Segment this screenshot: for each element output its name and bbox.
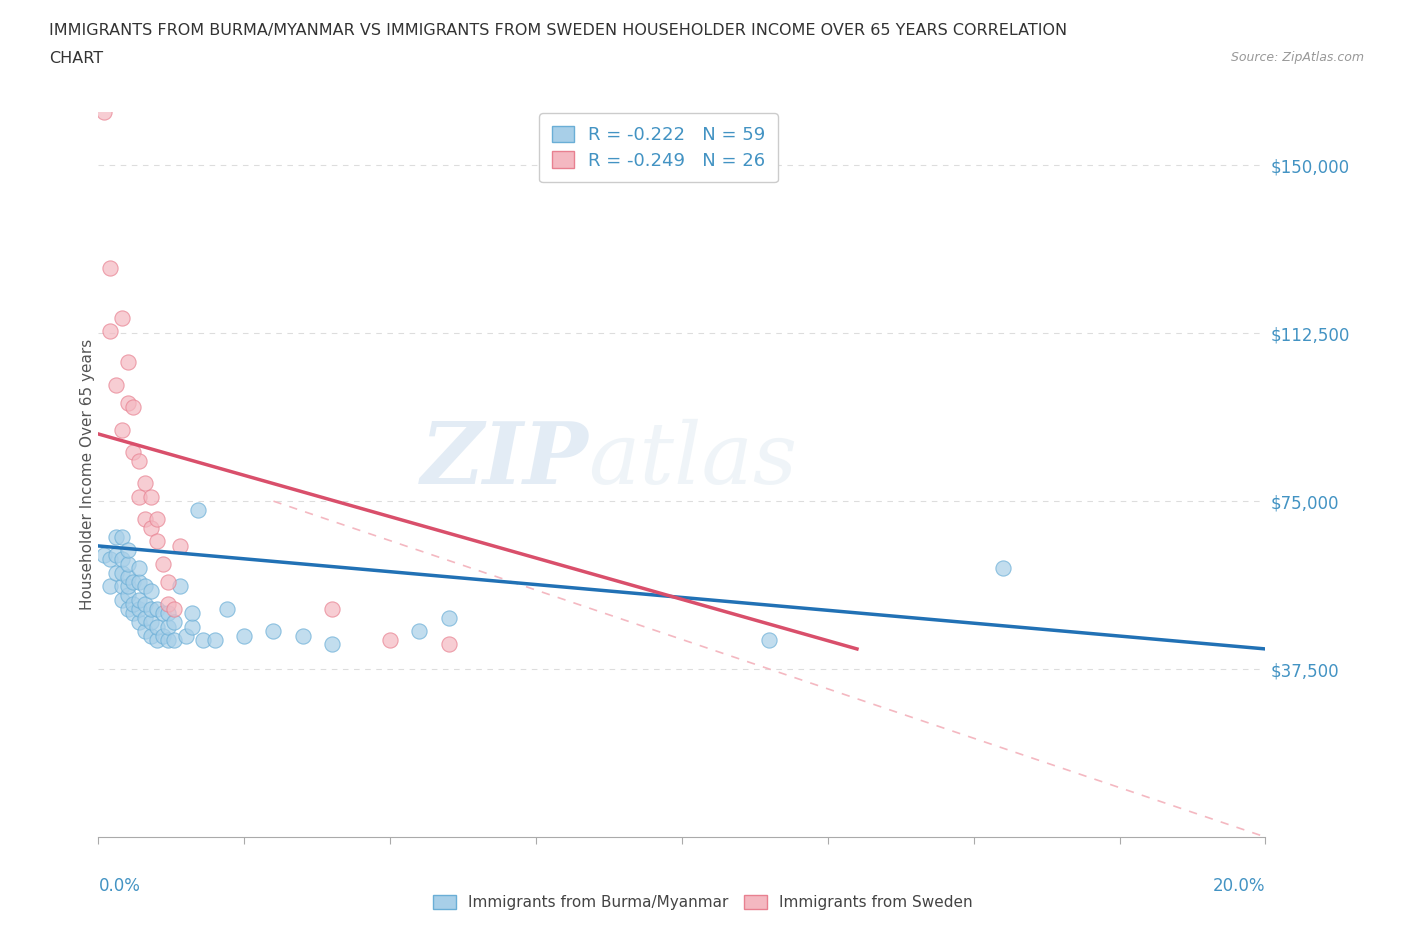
Point <box>321 601 343 616</box>
Point <box>111 551 134 566</box>
Point <box>163 601 186 616</box>
Point <box>122 605 145 620</box>
Point <box>117 601 139 616</box>
Point <box>233 628 256 643</box>
Point <box>169 538 191 553</box>
Point <box>117 395 139 410</box>
Point <box>117 543 139 558</box>
Point <box>122 575 145 590</box>
Point <box>117 578 139 593</box>
Point <box>111 592 134 607</box>
Point <box>262 624 284 639</box>
Point <box>174 628 197 643</box>
Point <box>122 597 145 612</box>
Point <box>134 512 156 526</box>
Point <box>98 324 121 339</box>
Legend: R = -0.222   N = 59, R = -0.249   N = 26: R = -0.222 N = 59, R = -0.249 N = 26 <box>540 113 778 182</box>
Point <box>117 570 139 585</box>
Point <box>146 632 169 647</box>
Point <box>157 619 180 634</box>
Text: ZIP: ZIP <box>420 418 589 501</box>
Point <box>117 588 139 603</box>
Point <box>134 597 156 612</box>
Point <box>991 561 1014 576</box>
Point <box>215 601 238 616</box>
Point <box>204 632 226 647</box>
Point <box>128 575 150 590</box>
Point <box>104 378 127 392</box>
Point <box>122 400 145 415</box>
Text: atlas: atlas <box>589 418 797 501</box>
Text: CHART: CHART <box>49 51 103 66</box>
Point <box>104 529 127 544</box>
Point <box>98 578 121 593</box>
Point <box>152 628 174 643</box>
Point <box>380 632 402 647</box>
Point <box>157 605 180 620</box>
Point <box>111 422 134 437</box>
Point <box>152 556 174 571</box>
Point <box>122 445 145 459</box>
Point <box>187 503 209 518</box>
Point <box>139 521 162 536</box>
Text: 20.0%: 20.0% <box>1213 877 1265 895</box>
Point <box>437 610 460 625</box>
Point <box>128 561 150 576</box>
Point <box>134 476 156 491</box>
Point <box>152 605 174 620</box>
Point <box>157 575 180 590</box>
Point <box>139 489 162 504</box>
Point <box>180 619 202 634</box>
Text: Source: ZipAtlas.com: Source: ZipAtlas.com <box>1230 51 1364 64</box>
Point <box>146 534 169 549</box>
Text: IMMIGRANTS FROM BURMA/MYANMAR VS IMMIGRANTS FROM SWEDEN HOUSEHOLDER INCOME OVER : IMMIGRANTS FROM BURMA/MYANMAR VS IMMIGRA… <box>49 23 1067 38</box>
Point <box>146 601 169 616</box>
Point <box>146 619 169 634</box>
Point <box>93 548 115 563</box>
Point <box>163 615 186 630</box>
Text: 0.0%: 0.0% <box>98 877 141 895</box>
Point <box>180 605 202 620</box>
Point <box>128 601 150 616</box>
Y-axis label: Householder Income Over 65 years: Householder Income Over 65 years <box>80 339 94 610</box>
Point <box>139 583 162 598</box>
Point <box>291 628 314 643</box>
Point <box>111 310 134 325</box>
Point <box>134 578 156 593</box>
Point <box>134 610 156 625</box>
Point <box>134 624 156 639</box>
Point <box>193 632 215 647</box>
Point <box>321 637 343 652</box>
Point <box>163 632 186 647</box>
Point <box>128 615 150 630</box>
Point <box>157 597 180 612</box>
Point <box>139 601 162 616</box>
Point <box>128 489 150 504</box>
Point <box>128 592 150 607</box>
Point <box>146 512 169 526</box>
Point <box>98 551 121 566</box>
Point <box>157 632 180 647</box>
Point <box>139 615 162 630</box>
Point <box>758 632 780 647</box>
Point <box>408 624 430 639</box>
Point <box>128 454 150 469</box>
Point <box>117 355 139 370</box>
Point <box>139 628 162 643</box>
Point <box>111 565 134 580</box>
Point <box>117 556 139 571</box>
Point <box>111 529 134 544</box>
Legend: Immigrants from Burma/Myanmar, Immigrants from Sweden: Immigrants from Burma/Myanmar, Immigrant… <box>426 887 980 918</box>
Point <box>104 548 127 563</box>
Point <box>169 578 191 593</box>
Point <box>98 261 121 276</box>
Point <box>437 637 460 652</box>
Point <box>104 565 127 580</box>
Point <box>93 104 115 119</box>
Point <box>111 578 134 593</box>
